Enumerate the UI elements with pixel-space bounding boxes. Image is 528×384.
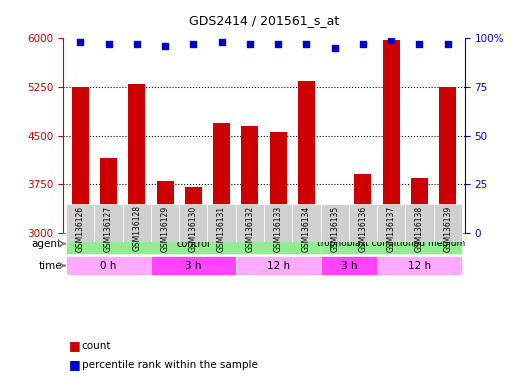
Text: GSM136136: GSM136136 [359, 205, 367, 252]
Bar [439, 87, 456, 384]
FancyBboxPatch shape [377, 204, 406, 242]
Text: time: time [39, 261, 62, 271]
Text: GDS2414 / 201561_s_at: GDS2414 / 201561_s_at [189, 14, 339, 27]
Point [218, 39, 226, 45]
Text: trophoblast conditioned medium: trophoblast conditioned medium [317, 239, 465, 248]
Bar [128, 84, 145, 384]
FancyBboxPatch shape [66, 234, 320, 253]
Bar [185, 187, 202, 384]
Text: percentile rank within the sample: percentile rank within the sample [82, 360, 258, 370]
Text: GSM136135: GSM136135 [330, 205, 339, 252]
Text: GSM136134: GSM136134 [302, 205, 311, 252]
FancyBboxPatch shape [320, 234, 462, 253]
Text: GSM136130: GSM136130 [189, 205, 198, 252]
FancyBboxPatch shape [151, 256, 235, 275]
Text: GSM136126: GSM136126 [76, 205, 85, 252]
FancyBboxPatch shape [208, 204, 235, 242]
FancyBboxPatch shape [122, 204, 151, 242]
Point [189, 41, 197, 47]
Point [274, 41, 282, 47]
Point [246, 41, 254, 47]
Point [76, 39, 84, 45]
Text: 12 h: 12 h [267, 261, 290, 271]
Bar [326, 220, 343, 384]
Text: GSM136133: GSM136133 [274, 205, 282, 252]
Text: ■: ■ [69, 358, 80, 371]
FancyBboxPatch shape [349, 204, 377, 242]
FancyBboxPatch shape [377, 256, 462, 275]
Text: 3 h: 3 h [341, 261, 357, 271]
Text: GSM136138: GSM136138 [415, 205, 424, 252]
Bar [241, 126, 258, 384]
Point [331, 45, 339, 51]
Text: agent: agent [32, 239, 62, 249]
FancyBboxPatch shape [264, 204, 293, 242]
Point [359, 41, 367, 47]
FancyBboxPatch shape [406, 204, 433, 242]
Bar [72, 87, 89, 384]
Text: GSM136139: GSM136139 [443, 205, 452, 252]
Bar [298, 81, 315, 384]
Point [133, 41, 141, 47]
Text: GSM136127: GSM136127 [104, 205, 113, 252]
FancyBboxPatch shape [293, 204, 320, 242]
Point [105, 41, 113, 47]
Text: GSM136129: GSM136129 [161, 205, 169, 252]
FancyBboxPatch shape [66, 256, 151, 275]
Text: GSM136132: GSM136132 [246, 205, 254, 252]
FancyBboxPatch shape [320, 204, 349, 242]
Bar [383, 40, 400, 384]
FancyBboxPatch shape [95, 204, 122, 242]
FancyBboxPatch shape [235, 204, 264, 242]
FancyBboxPatch shape [151, 204, 179, 242]
Bar [213, 122, 230, 384]
Text: GSM136128: GSM136128 [133, 205, 142, 252]
Text: 0 h: 0 h [100, 261, 117, 271]
Bar [270, 132, 287, 384]
FancyBboxPatch shape [66, 204, 95, 242]
FancyBboxPatch shape [433, 204, 462, 242]
Point [161, 43, 169, 49]
FancyBboxPatch shape [235, 256, 320, 275]
Text: 12 h: 12 h [408, 261, 431, 271]
Point [302, 41, 310, 47]
Point [415, 41, 423, 47]
Text: 3 h: 3 h [185, 261, 202, 271]
Text: control: control [176, 239, 210, 249]
Text: GSM136137: GSM136137 [386, 205, 395, 252]
Bar [157, 181, 174, 384]
Text: GSM136131: GSM136131 [217, 205, 226, 252]
Bar [100, 158, 117, 384]
Point [387, 37, 395, 43]
FancyBboxPatch shape [320, 256, 377, 275]
FancyBboxPatch shape [179, 204, 208, 242]
Bar [354, 174, 371, 384]
Text: ■: ■ [69, 339, 80, 352]
Bar [411, 178, 428, 384]
Point [444, 41, 452, 47]
Text: count: count [82, 341, 111, 351]
